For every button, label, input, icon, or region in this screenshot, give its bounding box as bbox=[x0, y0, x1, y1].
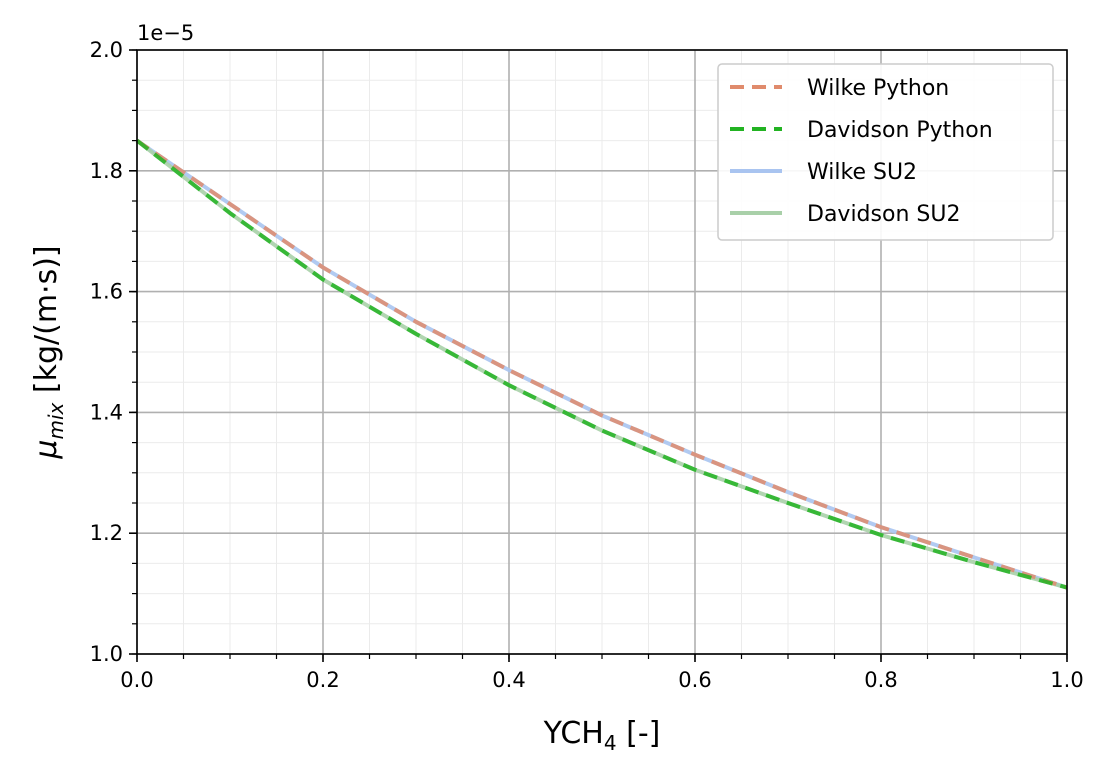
data-point-wilke-python bbox=[322, 267, 324, 269]
x-tick-label: 0.0 bbox=[120, 668, 153, 692]
x-tick-label: 0.2 bbox=[306, 668, 339, 692]
legend-label-wilke-su2: Wilke SU2 bbox=[807, 160, 917, 185]
data-point-wilke-python bbox=[787, 491, 789, 493]
data-point-davidson-python bbox=[601, 430, 603, 432]
x-tick-label: 0.6 bbox=[678, 668, 711, 692]
legend-label-davidson-su2: Davidson SU2 bbox=[807, 202, 960, 227]
y-tick-label: 1.0 bbox=[90, 642, 123, 666]
series-line-davidson-su2 bbox=[135, 139, 1068, 590]
data-point-wilke-python bbox=[973, 557, 975, 559]
data-point-wilke-python bbox=[601, 415, 603, 417]
data-point-wilke-python bbox=[880, 526, 882, 528]
data-point-davidson-python bbox=[415, 333, 417, 335]
y-axis-label: μmix [kg/(m·s)] bbox=[29, 245, 68, 459]
series-layer bbox=[135, 138, 1068, 590]
data-point-davidson-python bbox=[973, 561, 975, 563]
data-point-wilke-python bbox=[415, 321, 417, 323]
x-axis-label: YCH4 [-] bbox=[543, 716, 661, 755]
legend-box bbox=[717, 63, 1054, 241]
legend-label-davidson-python: Davidson Python bbox=[807, 118, 993, 143]
data-point-wilke-python bbox=[694, 454, 696, 456]
data-point-wilke-python bbox=[508, 369, 510, 371]
data-point-davidson-python bbox=[508, 384, 510, 386]
legend-label-wilke-python: Wilke Python bbox=[807, 76, 949, 101]
data-point-davidson-python bbox=[229, 212, 231, 214]
y-tick-label: 1.8 bbox=[90, 159, 123, 183]
data-point-wilke-python bbox=[229, 203, 231, 205]
y-tick-label: 1.4 bbox=[90, 400, 123, 424]
legend: Wilke Python Davidson Python Wilke SU2 D… bbox=[717, 63, 1054, 241]
y-tick-label: 1.6 bbox=[90, 280, 123, 304]
y-tick-label: 2.0 bbox=[90, 38, 123, 62]
tick-labels: 0.0 0.2 0.4 0.6 0.8 1.0 1.0 1.2 1.4 1.6 1.8 2.0 bbox=[90, 38, 1084, 692]
y-offset-text: 1e−5 bbox=[137, 21, 194, 45]
y-tick-label: 1.2 bbox=[90, 521, 123, 545]
x-tick-label: 0.8 bbox=[864, 668, 897, 692]
data-point-davidson-python bbox=[880, 534, 882, 536]
data-point-davidson-python bbox=[787, 502, 789, 504]
series-line-wilke-python bbox=[135, 138, 1068, 590]
axis-ticks bbox=[129, 49, 1068, 662]
data-point-davidson-python bbox=[322, 279, 324, 281]
x-tick-label: 1.0 bbox=[1050, 668, 1083, 692]
data-point-davidson-python bbox=[694, 469, 696, 471]
x-tick-label: 0.4 bbox=[492, 668, 525, 692]
